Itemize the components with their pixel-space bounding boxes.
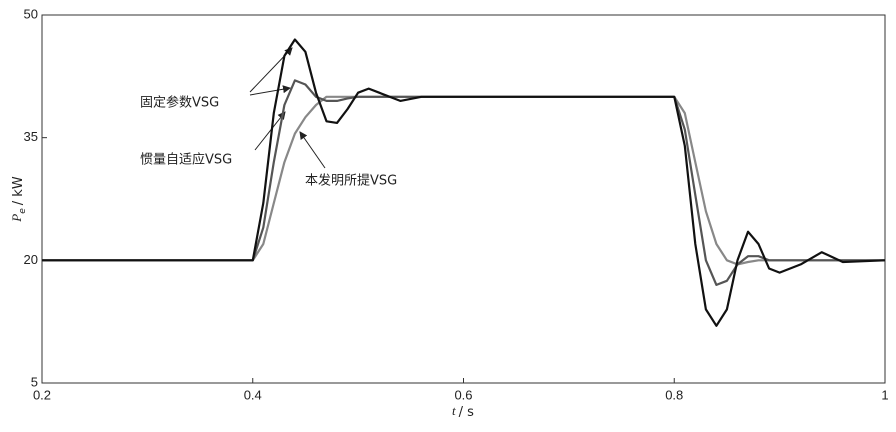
annotation: 固定参数VSG: [140, 95, 219, 111]
y-tick-label: 35: [24, 129, 38, 144]
plot-frame: [41, 14, 886, 384]
series-line: [42, 38, 886, 327]
x-tick-label: 0.4: [244, 387, 262, 402]
y-tick-label: 50: [24, 6, 38, 21]
series-line: [42, 95, 885, 266]
x-tick-label: 1: [881, 387, 888, 402]
x-tick-label: 0.2: [33, 387, 51, 402]
arrow: [249, 85, 291, 96]
arrow: [299, 131, 326, 169]
annotation: 惯量自适应VSG: [140, 152, 232, 168]
x-axis-label: t / s: [452, 403, 474, 420]
annotation: 本发明所提VSG: [305, 173, 397, 189]
x-tick-label: 0.6: [454, 387, 472, 402]
y-tick-label: 5: [31, 374, 38, 389]
arrow: [254, 111, 286, 151]
y-axis-label: Pe/ kW: [9, 176, 28, 223]
y-tick-label: 20: [24, 252, 38, 267]
x-tick-label: 0.8: [665, 387, 683, 402]
series-line: [42, 79, 885, 286]
